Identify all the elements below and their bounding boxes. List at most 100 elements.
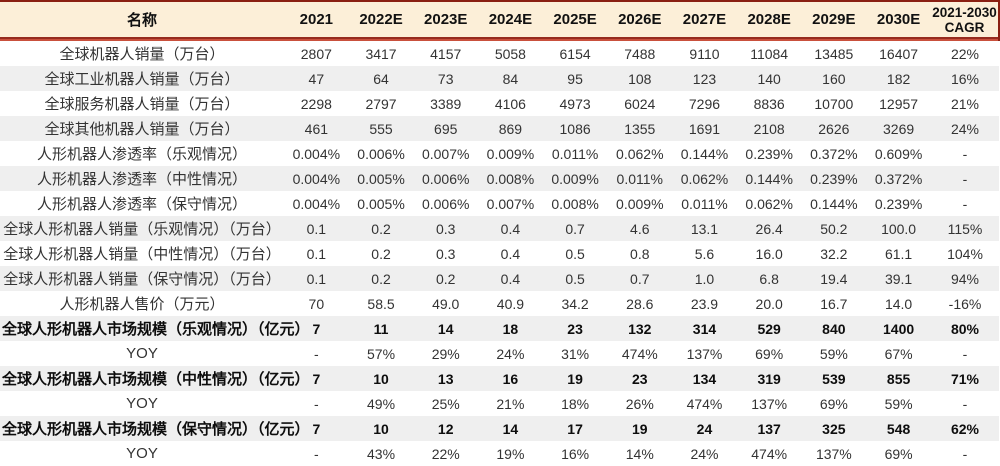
data-cell: 5058	[494, 45, 526, 62]
data-cell: 32.2	[820, 245, 848, 262]
table-row: 人形机器人渗透率（乐观情况） 0.004% 0.006% 0.007% 0.009% 0.…	[0, 141, 999, 166]
data-cell: 2626	[818, 120, 850, 137]
row-label: 全球其他机器人销量（万台）	[44, 121, 240, 138]
table-row: 全球人形机器人销量（乐观情况）（万台） 0.1 0.2 0.3 0.4 0.7 4.6 13.…	[0, 216, 999, 241]
data-cell: 137%	[686, 345, 723, 362]
data-cell: 16%	[950, 70, 980, 87]
data-cell: 0.005%	[357, 170, 405, 187]
header-row: 名称 2021 2022E 2023E 2024E 2025E 2026E 2027E 2028…	[0, 0, 1000, 41]
data-cell: 49%	[367, 395, 396, 412]
data-cell: 11	[373, 320, 389, 337]
data-cell: 24%	[690, 445, 719, 462]
data-cell: 7	[312, 370, 321, 387]
data-cell: 0.2	[371, 220, 391, 237]
data-cell: 24%	[950, 120, 980, 137]
data-cell: 0.006%	[421, 170, 470, 187]
data-cell: 0.011%	[551, 145, 599, 162]
data-cell: 4157	[430, 45, 462, 62]
data-cell: 10700	[814, 95, 854, 112]
data-cell: 3269	[883, 120, 915, 137]
data-cell: 47	[308, 70, 325, 87]
col-header-year: 2021	[284, 0, 349, 41]
data-cell: 0.1	[306, 270, 327, 287]
data-cell: 0.7	[630, 270, 650, 287]
data-cell: 19.4	[820, 270, 848, 287]
data-cell: 5.6	[694, 245, 715, 262]
data-cell: -	[314, 445, 319, 462]
data-cell: 6024	[624, 95, 656, 112]
row-label: 全球服务机器人销量（万台）	[44, 96, 240, 113]
data-cell: 0.006%	[421, 195, 470, 212]
data-cell: 160	[822, 70, 846, 87]
data-cell: 100.0	[881, 220, 917, 237]
data-cell: 474%	[751, 445, 788, 462]
data-cell: -	[314, 345, 319, 362]
data-cell: 0.7	[565, 220, 585, 237]
data-cell: 0.144%	[810, 195, 858, 212]
data-cell: 137	[757, 420, 781, 437]
data-cell: 25%	[431, 395, 460, 412]
data-cell: 13	[437, 370, 454, 387]
data-cell: 0.239%	[810, 170, 858, 187]
data-cell: 22%	[431, 445, 460, 462]
data-cell: 24	[696, 420, 713, 437]
col-header-year: 2025E	[542, 0, 608, 41]
data-cell: 23	[631, 370, 648, 387]
data-cell: 3389	[430, 95, 462, 112]
row-label: 全球人形机器人销量（保守情况）（万台）	[3, 271, 281, 288]
data-cell: 16.7	[820, 295, 848, 312]
data-cell: 0.006%	[357, 145, 405, 162]
data-cell: 19%	[496, 445, 525, 462]
data-cell: 0.372%	[810, 145, 858, 162]
data-cell: 529	[757, 320, 781, 337]
data-cell: 2108	[753, 120, 785, 137]
data-cell: 314	[692, 320, 717, 337]
data-cell: 22%	[950, 45, 980, 62]
table-row: 人形机器人售价（万元） 70 58.5 49.0 40.9 34.2 28.6 23.9 20.…	[0, 291, 999, 316]
data-cell: 95	[567, 70, 583, 87]
data-cell: 80%	[950, 320, 980, 337]
data-cell: 69%	[819, 395, 848, 412]
data-cell: 4973	[559, 95, 591, 112]
col-header-year: 2024E	[478, 0, 543, 41]
data-cell: -	[962, 395, 968, 412]
table-row: 人形机器人渗透率（中性情况） 0.004% 0.005% 0.006% 0.008% 0.…	[0, 166, 999, 191]
data-cell: 0.5	[565, 245, 585, 262]
data-cell: 59%	[884, 395, 913, 412]
data-cell: 855	[886, 370, 911, 387]
data-cell: 12957	[879, 95, 919, 112]
table-row: 人形机器人渗透率（保守情况） 0.004% 0.005% 0.006% 0.007% 0.…	[0, 191, 999, 216]
table-row: 全球其他机器人销量（万台） 461 555 695 869 1086 1355 1691 210…	[0, 116, 999, 141]
table-row: 全球人形机器人市场规模（保守情况）（亿元） 7 10 12 14 17 19 24 137 325…	[0, 416, 999, 441]
data-cell: 0.008%	[551, 195, 599, 212]
data-cell: 16407	[879, 45, 919, 62]
data-cell: 1691	[688, 120, 721, 137]
data-cell: 123	[692, 70, 717, 87]
data-cell: 0.004%	[292, 195, 341, 212]
table-body: 全球机器人销量（万台） 2807 3417 4157 5058 6154 7488 9110 1…	[0, 41, 999, 466]
table-row: 全球工业机器人销量（万台） 47 64 73 84 95 108 123 140 160 182 16…	[0, 66, 999, 91]
data-cell: 4.6	[630, 220, 650, 237]
data-cell: 13.1	[690, 220, 719, 237]
data-cell: 0.005%	[357, 195, 405, 212]
row-label: YOY	[126, 345, 158, 362]
data-cell: 34.2	[561, 295, 589, 312]
data-cell: 2807	[300, 45, 332, 62]
row-label: 人形机器人渗透率（保守情况）	[36, 196, 247, 213]
data-cell: 539	[822, 370, 846, 387]
data-cell: 555	[369, 120, 393, 137]
data-cell: -	[962, 445, 968, 462]
data-cell: 16%	[561, 445, 590, 462]
data-cell: 0.004%	[292, 145, 341, 162]
data-cell: 2797	[365, 95, 397, 112]
data-cell: 16	[502, 370, 519, 387]
col-header-year: 2030E	[866, 0, 931, 41]
data-cell: 19	[631, 420, 648, 437]
data-cell: 134	[692, 370, 717, 387]
row-label: 全球人形机器人销量（乐观情况）（万台）	[3, 221, 281, 238]
data-cell: 17	[567, 420, 583, 437]
data-cell: 18%	[561, 395, 590, 412]
col-header-cagr: 2021-2030 CAGR	[931, 0, 1000, 41]
data-cell: 4106	[494, 95, 526, 112]
